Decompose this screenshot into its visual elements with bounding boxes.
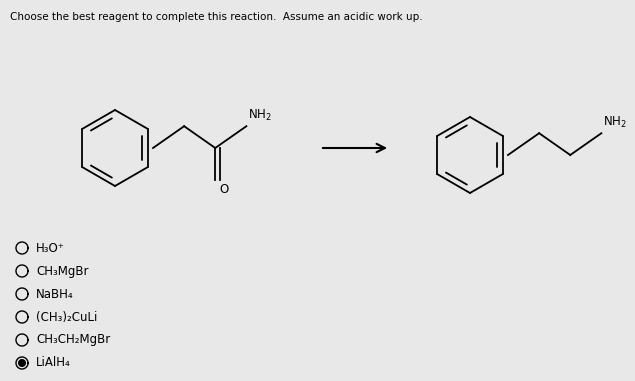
Text: NH$_2$: NH$_2$ bbox=[603, 115, 627, 130]
Text: Choose the best reagent to complete this reaction.  Assume an acidic work up.: Choose the best reagent to complete this… bbox=[10, 12, 423, 22]
Text: LiAlH₄: LiAlH₄ bbox=[36, 357, 70, 370]
Text: NH$_2$: NH$_2$ bbox=[248, 108, 272, 123]
Polygon shape bbox=[18, 360, 25, 366]
Text: O: O bbox=[219, 183, 229, 196]
Text: CH₃CH₂MgBr: CH₃CH₂MgBr bbox=[36, 333, 110, 346]
Text: NaBH₄: NaBH₄ bbox=[36, 288, 74, 301]
Text: H₃O⁺: H₃O⁺ bbox=[36, 242, 65, 255]
Text: (CH₃)₂CuLi: (CH₃)₂CuLi bbox=[36, 311, 97, 323]
Text: CH₃MgBr: CH₃MgBr bbox=[36, 264, 88, 277]
